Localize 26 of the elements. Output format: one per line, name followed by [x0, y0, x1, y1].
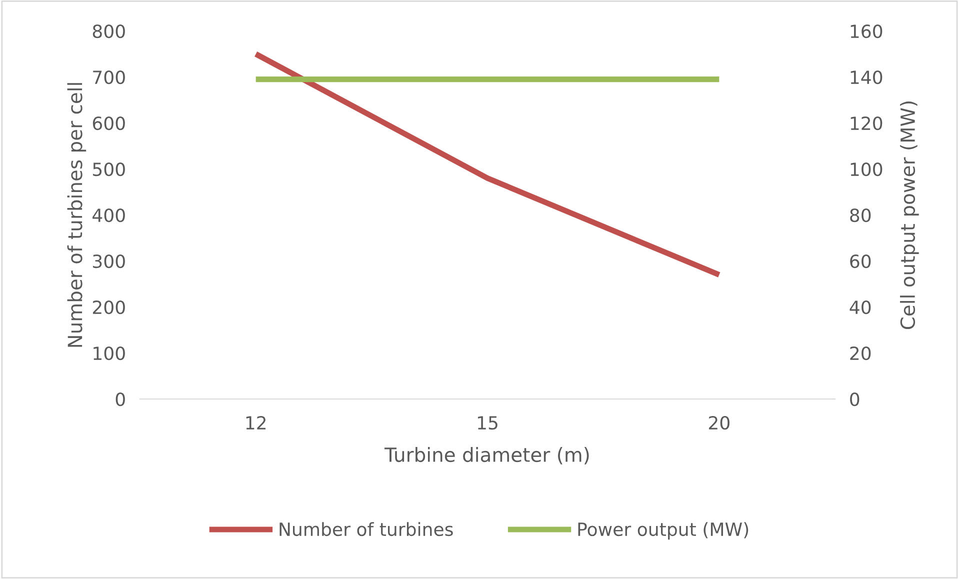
y-tick-label: 400: [92, 208, 125, 222]
y2-tick-label: 20: [850, 346, 871, 360]
y-tick-label: 300: [93, 254, 125, 268]
y2-tick-label: 120: [850, 116, 882, 130]
y2-tick-label: 140: [850, 70, 882, 84]
y2-tick-label: 60: [850, 254, 871, 268]
x-tick-label: 20: [709, 416, 730, 430]
y2-tick-label: 100: [850, 162, 882, 176]
y2-tick-label: 0: [850, 392, 860, 406]
y-tick-label: 500: [93, 162, 125, 176]
y-tick-label: 200: [92, 300, 125, 314]
y-axis-title: Number of turbines per cell: [67, 83, 86, 347]
y2-tick-label: 160: [850, 24, 882, 38]
x-tick-label: 15: [478, 416, 498, 430]
y-tick-label: 600: [92, 116, 125, 130]
y-tick-label: 700: [93, 70, 125, 84]
x-tick-label: 12: [246, 416, 266, 430]
y2-tick-label: 80: [850, 208, 871, 222]
y-tick-label: 100: [94, 346, 125, 360]
legend-label: Number of turbines: [280, 522, 453, 536]
y2-axis-title: Cell output power (MW): [900, 102, 919, 330]
y2-tick-label: 40: [850, 300, 871, 314]
y-tick-label: 0: [116, 392, 125, 406]
legend-label: Power output (MW): [578, 522, 748, 540]
y-tick-label: 800: [92, 24, 125, 38]
x-axis-title: Turbine diameter (m): [384, 447, 589, 464]
